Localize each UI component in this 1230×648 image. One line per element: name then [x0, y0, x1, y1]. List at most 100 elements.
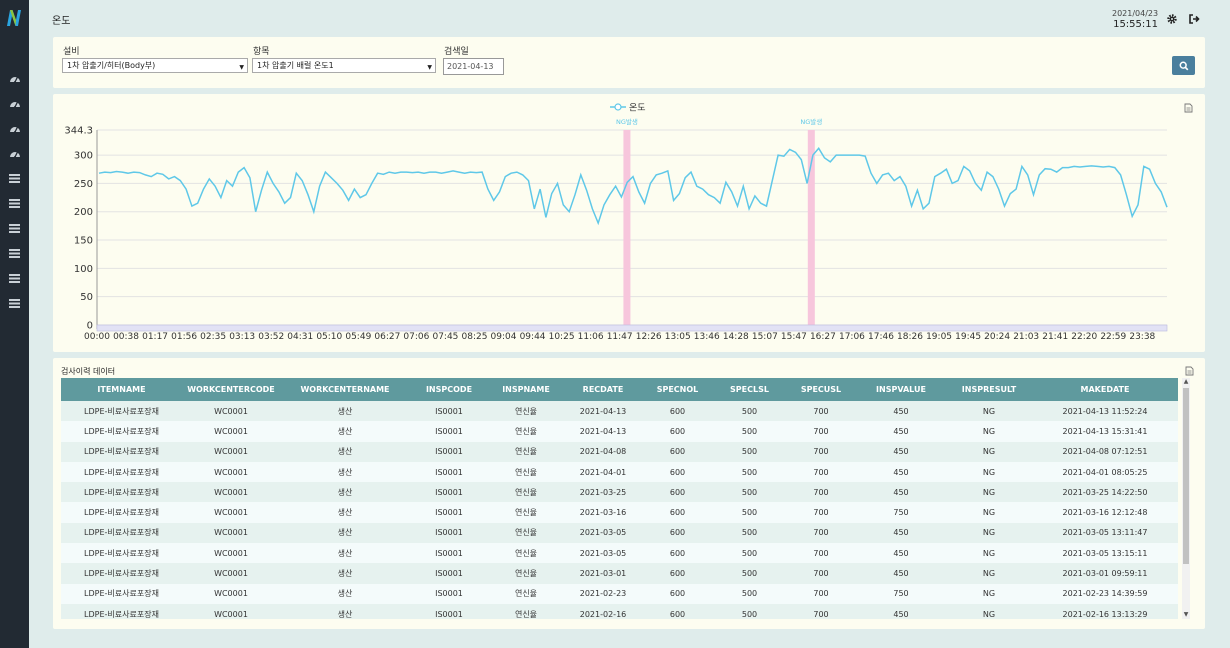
column-header[interactable]: INSPNAME	[488, 378, 564, 401]
table-cell: 2021-04-08	[564, 441, 642, 462]
gear-icon[interactable]	[1166, 13, 1178, 25]
table-row[interactable]: LDPE-비료사료포장재 WC0001 생산 IS0001 연신율 2021-04-13 6…	[61, 421, 1178, 442]
table-row[interactable]: LDPE-비료사료포장재 WC0001 생산 IS0001 연신율 2021-03-05 6…	[61, 543, 1178, 564]
y-tick-label: 250	[74, 179, 93, 190]
column-header[interactable]: SPECLSL	[713, 378, 786, 401]
ng-band-label: NG발생	[616, 117, 638, 126]
table-cell: 450	[856, 543, 946, 564]
table-row[interactable]: LDPE-비료사료포장재 WC0001 생산 IS0001 연신율 2021-03-01 6…	[61, 563, 1178, 584]
table-row[interactable]: LDPE-비료사료포장재 WC0001 생산 IS0001 연신율 2021-02-16 6…	[61, 603, 1178, 619]
table-cell: 생산	[280, 563, 410, 584]
table-cell: 700	[786, 502, 856, 523]
export-icon[interactable]	[1184, 103, 1193, 113]
logout-icon[interactable]	[1188, 13, 1200, 25]
table-cell: 700	[786, 583, 856, 604]
column-header[interactable]: SPECUSL	[786, 378, 856, 401]
table-cell: 생산	[280, 401, 410, 422]
item-select-value: 1차 압출기 배럴 온도1	[257, 61, 334, 70]
table-row[interactable]: LDPE-비료사료포장재 WC0001 생산 IS0001 연신율 2021-03-25 6…	[61, 482, 1178, 503]
equipment-select[interactable]: 1차 압출기/히터(Body부) ▼	[62, 58, 248, 73]
x-tick-label: 11:47	[607, 332, 633, 342]
dashboard-icon[interactable]	[8, 72, 21, 83]
column-header[interactable]: WORKCENTERNAME	[280, 378, 410, 401]
table-row[interactable]: LDPE-비료사료포장재 WC0001 생산 IS0001 연신율 2021-04-08 6…	[61, 441, 1178, 462]
x-axis-scroller[interactable]	[96, 324, 1168, 332]
column-header[interactable]: INSPCODE	[410, 378, 488, 401]
table-cell: 생산	[280, 603, 410, 619]
table-cell: IS0001	[410, 461, 488, 483]
x-tick-label: 03:52	[258, 332, 284, 342]
table-cell: 500	[713, 441, 786, 462]
table-cell: 2021-03-05 13:15:11	[1032, 543, 1178, 564]
x-tick-label: 00:00	[84, 332, 110, 342]
table-cell: IS0001	[410, 401, 488, 422]
table-cell: WC0001	[182, 482, 280, 503]
dashboard-icon[interactable]	[8, 147, 21, 158]
table-row[interactable]: LDPE-비료사료포장재 WC0001 생산 IS0001 연신율 2021-02-23 6…	[61, 583, 1178, 604]
column-header[interactable]: ITEMNAME	[61, 378, 182, 401]
inspection-table-wrap: ITEMNAME WORKCENTERCODE WORKCENTERNAME INSP…	[61, 378, 1178, 619]
table-cell: 600	[642, 583, 713, 604]
table-cell: 700	[786, 482, 856, 503]
x-tick-label: 18:26	[897, 332, 923, 342]
table-cell: NG	[946, 603, 1032, 619]
table-cell: LDPE-비료사료포장재	[61, 461, 182, 483]
table-cell: 600	[642, 421, 713, 442]
table-cell: 2021-04-13	[564, 421, 642, 442]
scroll-thumb[interactable]	[1183, 388, 1189, 564]
x-tick-label: 01:17	[142, 332, 168, 342]
table-cell: WC0001	[182, 461, 280, 483]
table-row[interactable]: LDPE-비료사료포장재 WC0001 생산 IS0001 연신율 2021-04-01 6…	[61, 461, 1178, 483]
page-title: 온도	[52, 16, 71, 27]
list-icon[interactable]	[8, 298, 21, 309]
table-cell: WC0001	[182, 522, 280, 544]
table-cell: 500	[713, 563, 786, 584]
column-header[interactable]: INSPRESULT	[946, 378, 1032, 401]
list-icon[interactable]	[8, 273, 21, 284]
table-cell: NG	[946, 401, 1032, 422]
table-cell: 연신율	[488, 401, 564, 422]
table-cell: 2021-04-13 11:52:24	[1032, 401, 1178, 422]
column-header[interactable]: SPECNOL	[642, 378, 713, 401]
list-icon[interactable]	[8, 223, 21, 234]
table-row[interactable]: LDPE-비료사료포장재 WC0001 생산 IS0001 연신율 2021-03-05 6…	[61, 522, 1178, 544]
y-tick-label: 50	[80, 292, 93, 303]
table-row[interactable]: LDPE-비료사료포장재 WC0001 생산 IS0001 연신율 2021-03-16 6…	[61, 502, 1178, 523]
table-cell: 2021-03-16 12:12:48	[1032, 502, 1178, 523]
item-select[interactable]: 1차 압출기 배럴 온도1 ▼	[252, 58, 436, 73]
table-cell: LDPE-비료사료포장재	[61, 441, 182, 462]
x-tick-label: 22:59	[1100, 332, 1126, 342]
table-cell: WC0001	[182, 583, 280, 604]
x-tick-label: 11:06	[578, 332, 604, 342]
table-cell: LDPE-비료사료포장재	[61, 522, 182, 544]
x-tick-label: 23:38	[1129, 332, 1155, 342]
list-icon[interactable]	[8, 173, 21, 184]
search-button[interactable]	[1172, 56, 1195, 75]
column-header[interactable]: MAKEDATE	[1032, 378, 1178, 401]
table-cell: 500	[713, 603, 786, 619]
table-cell: 500	[713, 543, 786, 564]
table-cell: 500	[713, 421, 786, 442]
column-header[interactable]: INSPVALUE	[856, 378, 946, 401]
list-icon[interactable]	[8, 248, 21, 259]
x-tick-label: 13:05	[665, 332, 691, 342]
scroll-up-icon[interactable]: ▲	[1183, 378, 1189, 385]
x-tick-label: 07:45	[432, 332, 458, 342]
x-tick-label: 09:44	[520, 332, 546, 342]
table-cell: 2021-03-05	[564, 543, 642, 564]
dashboard-icon[interactable]	[8, 122, 21, 133]
table-cell: IS0001	[410, 603, 488, 619]
dashboard-icon[interactable]	[8, 97, 21, 108]
table-row[interactable]: LDPE-비료사료포장재 WC0001 생산 IS0001 연신율 2021-04-13 6…	[61, 401, 1178, 422]
list-icon[interactable]	[8, 198, 21, 209]
column-header[interactable]: WORKCENTERCODE	[182, 378, 280, 401]
export-icon[interactable]	[1185, 366, 1194, 376]
clock: 2021/04/23 15:55:11	[1112, 9, 1158, 31]
date-input[interactable]: 2021-04-13	[443, 58, 504, 75]
table-scrollbar[interactable]: ▲ ▼	[1182, 378, 1190, 619]
table-title: 검사이력 데이터	[61, 367, 116, 376]
table-cell: 2021-03-16	[564, 502, 642, 523]
app-logo[interactable]	[4, 8, 25, 28]
scroll-down-icon[interactable]: ▼	[1183, 611, 1189, 618]
column-header[interactable]: RECDATE	[564, 378, 642, 401]
